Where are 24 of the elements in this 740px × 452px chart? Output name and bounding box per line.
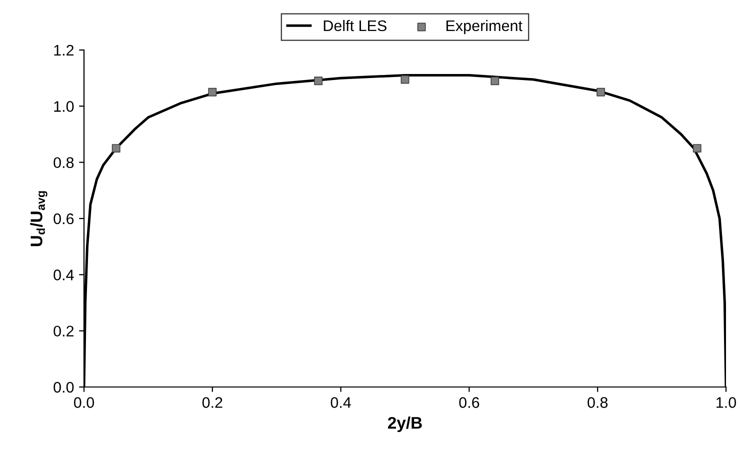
y-axis-title: U$_{d}$/U$_{avg}$ [30, 191, 48, 246]
point [400, 75, 410, 84]
point [692, 144, 702, 153]
y-tick-label: 0.6 [54, 213, 74, 224]
x-tick-label: 0.4 [330, 397, 351, 408]
y-tick-label: 0.8 [54, 157, 74, 168]
x-tick-label: 0.2 [202, 397, 222, 408]
point [490, 76, 500, 86]
legend-label: Experiment [446, 20, 522, 34]
y-tick-label: 1.0 [54, 101, 74, 112]
x-tick-label: 0.0 [74, 397, 94, 408]
point [596, 88, 606, 96]
x-tick-label: 0.8 [588, 397, 608, 408]
x-axis-title: 2y/B [388, 416, 422, 432]
point [208, 88, 217, 96]
x-tick-label: 0.6 [459, 397, 480, 408]
y-tick-label: 0.2 [54, 326, 74, 337]
point [314, 76, 323, 86]
legend-label: Delft LES [324, 20, 386, 32]
y-tick-label: 0.4 [54, 270, 74, 280]
y-tick-label: 1.2 [54, 44, 74, 56]
point [112, 144, 120, 153]
y-tick-label: 0.0 [54, 382, 74, 393]
x-tick-label: 1.0 [716, 397, 736, 408]
